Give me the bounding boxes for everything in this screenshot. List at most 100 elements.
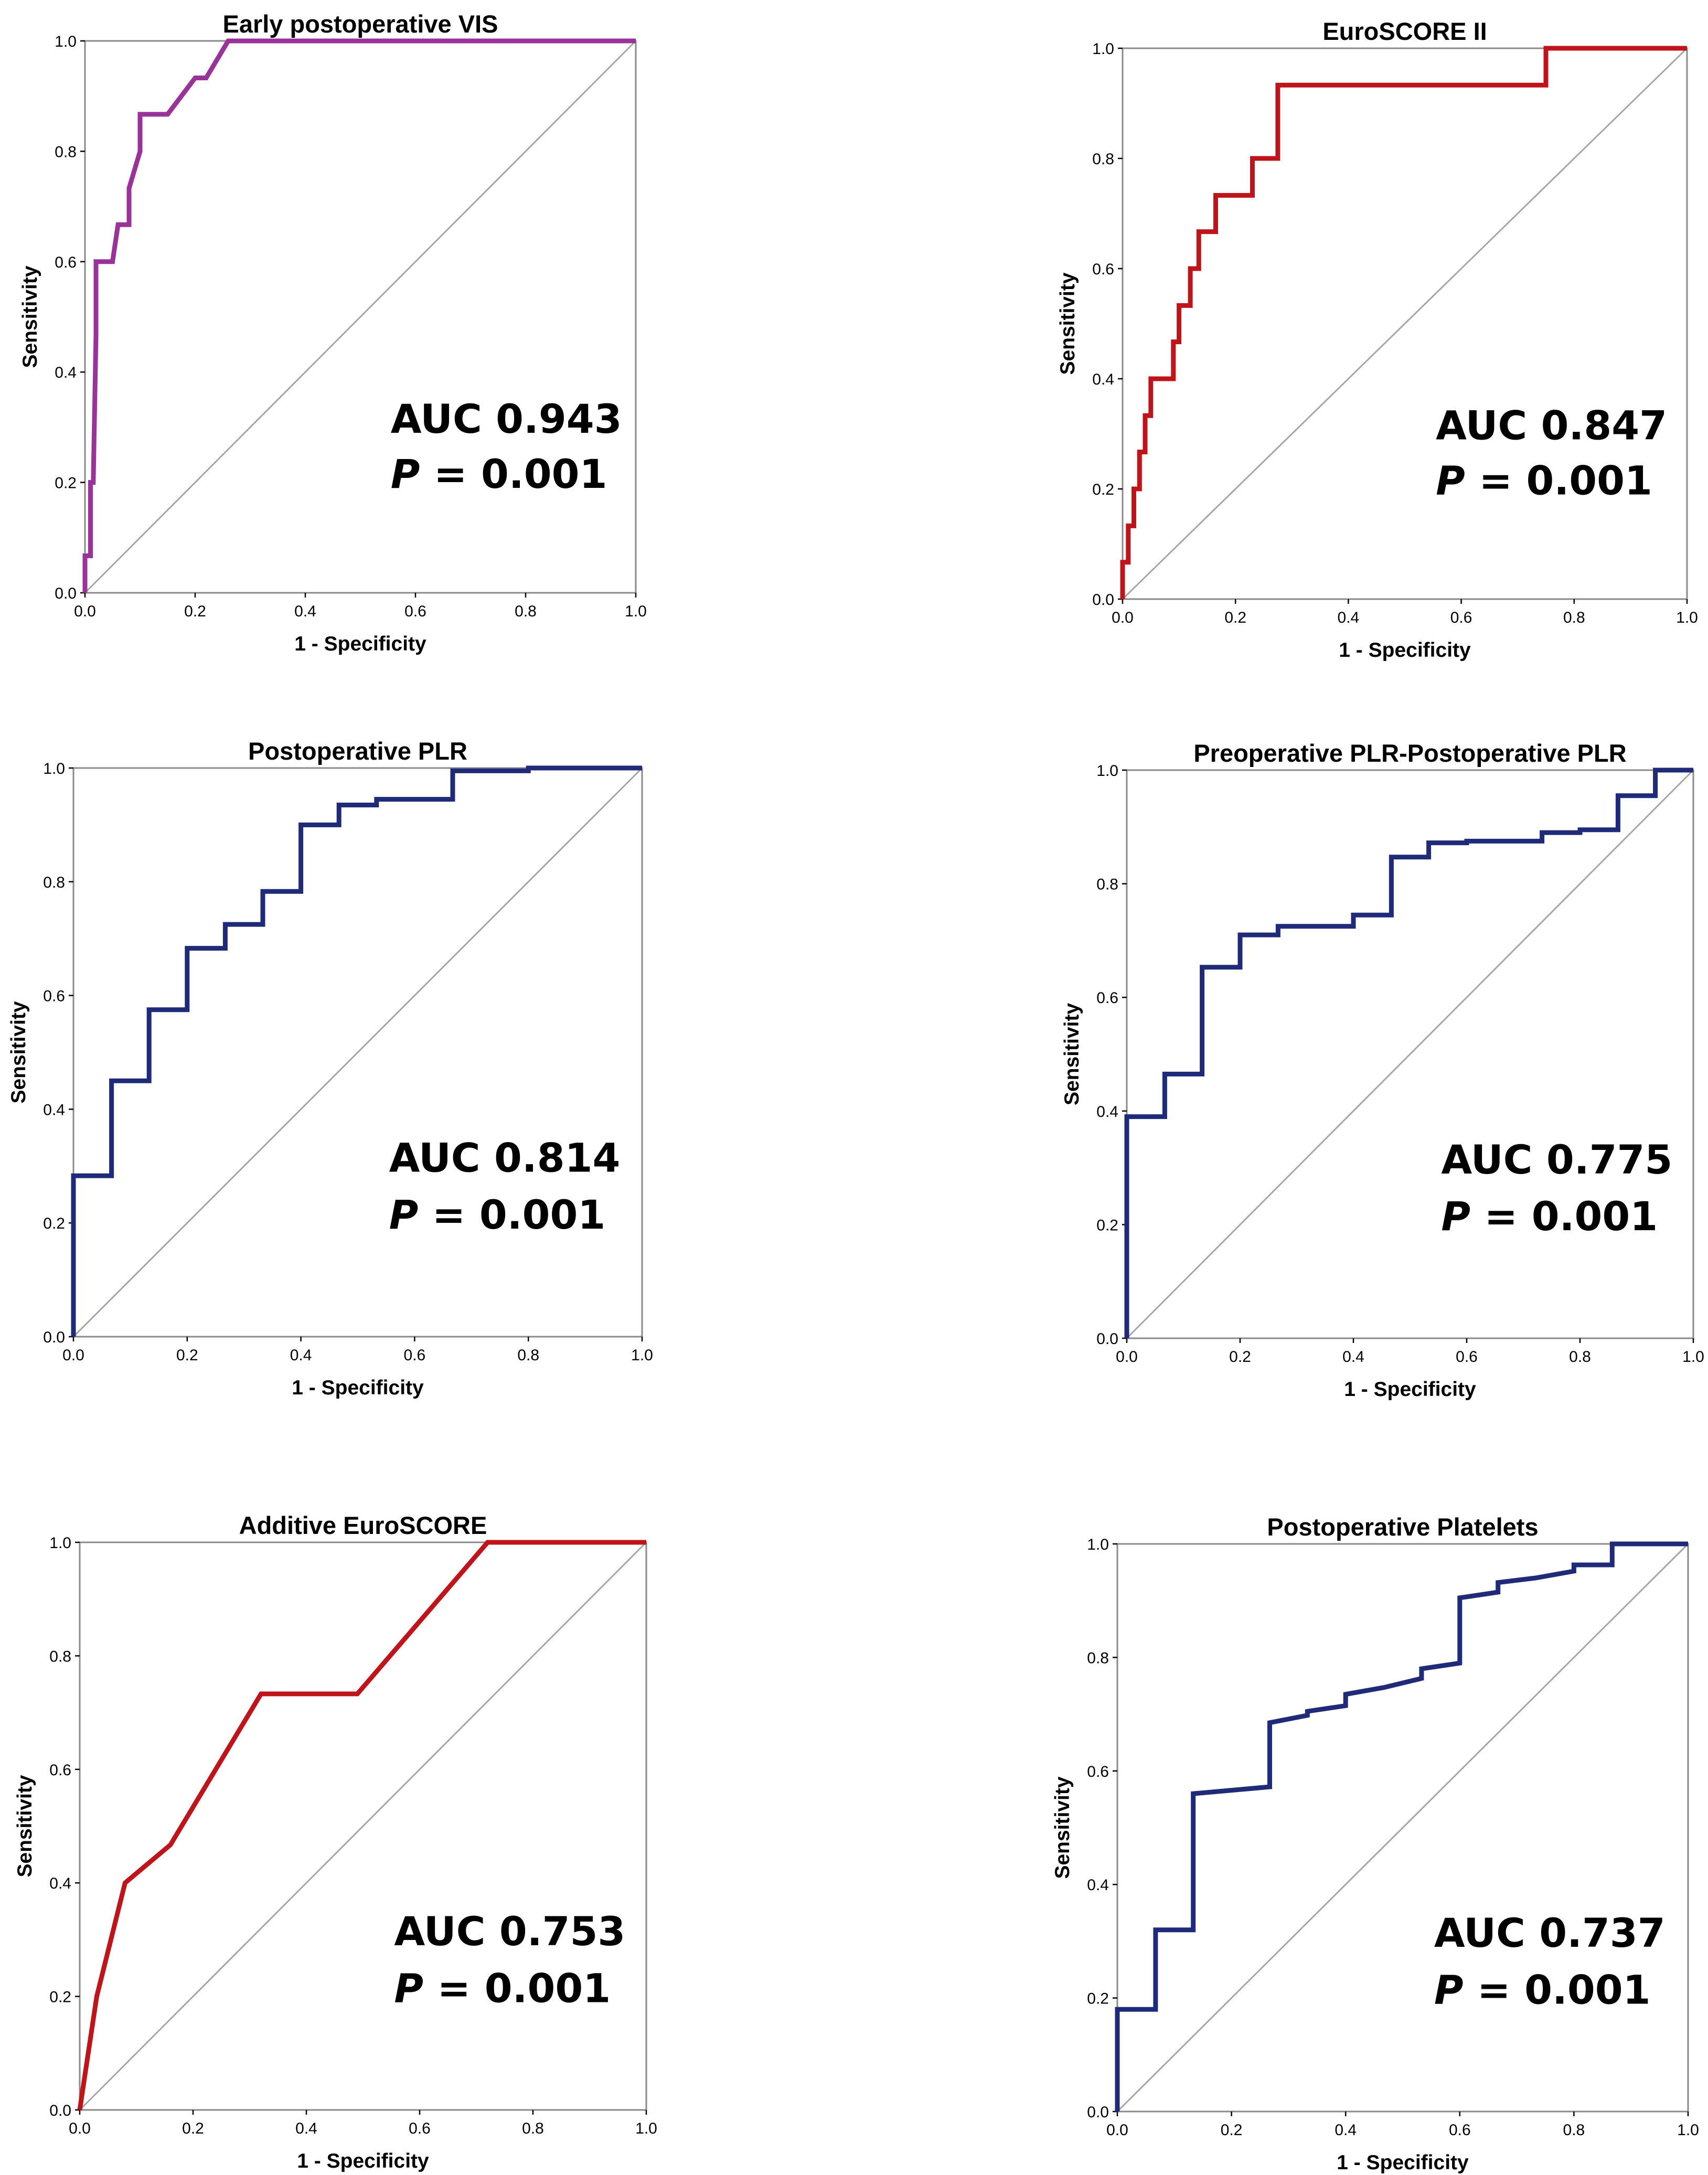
x-tick-label: 1.0 xyxy=(631,1347,653,1364)
x-tick-label: 1.0 xyxy=(1676,609,1698,626)
y-tick-label: 1.0 xyxy=(1087,1536,1109,1553)
p-value-label: P = 0.001 xyxy=(391,451,607,497)
p-value: = 0.001 xyxy=(1470,1193,1658,1240)
x-tick-label: 0.4 xyxy=(294,603,316,620)
y-axis-title: Sensitivity xyxy=(7,1001,30,1103)
roc-curve xyxy=(1120,46,1687,599)
p-value: = 0.001 xyxy=(418,1191,605,1238)
y-tick-label: 0.0 xyxy=(43,1329,65,1346)
y-tick-label: 1.0 xyxy=(55,33,77,50)
y-tick-label: 0.0 xyxy=(1092,591,1114,609)
x-tick-label: 0.4 xyxy=(1342,1348,1364,1366)
x-tick-label: 0.6 xyxy=(1456,1348,1478,1366)
y-tick-label: 0.6 xyxy=(1092,261,1114,278)
plot-frame xyxy=(1122,47,1688,600)
x-tick-label: 0.8 xyxy=(1569,1348,1591,1366)
y-tick-label: 1.0 xyxy=(43,760,65,777)
reference-diagonal xyxy=(1116,1543,1689,2113)
x-tick-label: 0.2 xyxy=(184,603,206,620)
y-tick-label: 0.0 xyxy=(1096,1330,1118,1348)
roc-panel-6: 0.00.0 0.2 0.2 0.4 0.4 0.6 0.6 0.8 0.8 1.0 1.0 Post… xyxy=(1051,1513,1699,2174)
reference-diagonal xyxy=(84,40,637,594)
roc-curve xyxy=(82,38,636,593)
x-axis-title: 1 - Specificity xyxy=(294,633,426,655)
p-symbol: P xyxy=(394,1965,423,2011)
x-tick-label: 0.0 xyxy=(1106,2121,1128,2139)
x-tick-label: 0.0 xyxy=(69,2120,91,2137)
p-value: = 0.001 xyxy=(420,451,607,497)
x-tick-label: 0.6 xyxy=(404,1347,426,1364)
x-tick-label: 1.0 xyxy=(1677,2121,1699,2139)
p-symbol: P xyxy=(389,1191,419,1238)
x-tick-label: 0.8 xyxy=(522,2120,544,2137)
roc-panel-1: 0.00.0 0.2 0.2 0.4 0.4 0.6 0.6 0.8 0.8 1.0 1.0 Earl… xyxy=(19,10,647,655)
x-tick-label: 0.4 xyxy=(1335,2121,1357,2139)
x-tick-label: 0.6 xyxy=(404,603,426,620)
roc-panel-4: 0.00.0 0.2 0.2 0.4 0.4 0.6 0.6 0.8 0.8 1.0 1.0 Preo… xyxy=(1061,739,1704,1401)
roc-curve xyxy=(1115,1541,1688,2112)
p-value-label: P = 0.001 xyxy=(1441,1193,1658,1240)
y-tick-label: 0.8 xyxy=(55,143,77,161)
x-tick-label: 0.8 xyxy=(1563,2121,1585,2139)
x-axis-title: 1 - Specificity xyxy=(1344,1378,1476,1401)
y-tick-label: 0.6 xyxy=(43,988,65,1005)
y-tick-label: 0.2 xyxy=(55,475,77,492)
y-tick-label: 0.4 xyxy=(49,1875,71,1892)
roc-curve xyxy=(71,765,642,1337)
y-tick-label: 0.0 xyxy=(55,585,77,602)
y-tick-label: 0.4 xyxy=(1087,1877,1109,1894)
p-symbol: P xyxy=(391,451,420,497)
chart-title: Postoperative PLR xyxy=(248,737,467,765)
x-tick-label: 0.2 xyxy=(1221,2121,1243,2139)
x-tick-label: 1.0 xyxy=(1682,1348,1704,1366)
x-tick-label: 0.0 xyxy=(62,1347,84,1364)
x-tick-label: 0.4 xyxy=(1338,609,1360,626)
chart-title: EuroSCORE II xyxy=(1322,17,1487,45)
x-tick-label: 0.8 xyxy=(1563,609,1585,626)
x-tick-label: 0.2 xyxy=(1224,609,1246,626)
p-symbol: P xyxy=(1441,1193,1470,1240)
chart-title: Additive EuroSCORE xyxy=(239,1511,487,1539)
y-tick-label: 0.6 xyxy=(55,254,77,271)
plot-frame xyxy=(1116,1543,1689,2113)
p-symbol: P xyxy=(1434,1966,1464,2013)
x-tick-label: 0.6 xyxy=(1450,609,1472,626)
y-axis-title: Sensitivity xyxy=(1051,1776,1074,1879)
roc-panel-3: 0.00.0 0.2 0.2 0.4 0.4 0.6 0.6 0.8 0.8 1.0 1.0 Post… xyxy=(7,737,653,1399)
y-tick-label: 0.6 xyxy=(1096,989,1118,1007)
roc-panel-2: 0.00.0 0.2 0.2 0.4 0.4 0.6 0.6 0.8 0.8 1.0 1.0 Euro… xyxy=(1056,17,1698,662)
y-tick-label: 0.8 xyxy=(1096,876,1118,893)
p-value-label: P = 0.001 xyxy=(1434,1966,1651,2013)
x-tick-label: 0.0 xyxy=(74,603,96,620)
plot-frame xyxy=(1126,769,1694,1339)
x-axis-title: 1 - Specificity xyxy=(1337,2151,1469,2174)
chart-title: Preoperative PLR-Postoperative PLR xyxy=(1193,739,1626,767)
roc-curve xyxy=(1124,767,1693,1338)
y-tick-label: 0.8 xyxy=(43,874,65,891)
y-tick-label: 1.0 xyxy=(49,1534,71,1552)
y-tick-label: 1.0 xyxy=(1092,40,1114,58)
plot-frame xyxy=(79,1541,647,2111)
x-tick-label: 0.6 xyxy=(409,2120,431,2137)
x-tick-label: 0.2 xyxy=(182,2120,204,2137)
roc-panel-5: 0.00.0 0.2 0.2 0.4 0.4 0.6 0.6 0.8 0.8 1.0 1.0 Addi… xyxy=(14,1511,657,2172)
auc-label: AUC 0.943 xyxy=(391,396,622,442)
p-value: = 0.001 xyxy=(1465,457,1652,504)
reference-diagonal xyxy=(79,1541,647,2111)
auc-label: AUC 0.847 xyxy=(1436,402,1667,449)
x-tick-label: 0.8 xyxy=(517,1347,539,1364)
chart-title: Postoperative Platelets xyxy=(1267,1513,1538,1541)
y-tick-label: 0.0 xyxy=(49,2102,71,2119)
auc-label: AUC 0.737 xyxy=(1434,1910,1666,1956)
x-axis-title: 1 - Specificity xyxy=(292,1377,424,1399)
x-tick-label: 0.0 xyxy=(1112,609,1134,626)
roc-curve xyxy=(77,1540,646,2110)
y-axis-title: Sensitivity xyxy=(19,265,41,368)
y-tick-label: 0.2 xyxy=(1092,481,1114,498)
y-tick-label: 0.2 xyxy=(1096,1217,1118,1234)
auc-label: AUC 0.775 xyxy=(1441,1136,1672,1183)
y-tick-label: 0.2 xyxy=(49,1989,71,2006)
p-symbol: P xyxy=(1436,457,1465,504)
x-axis-title: 1 - Specificity xyxy=(297,2150,429,2172)
y-tick-label: 0.6 xyxy=(1087,1763,1109,1780)
